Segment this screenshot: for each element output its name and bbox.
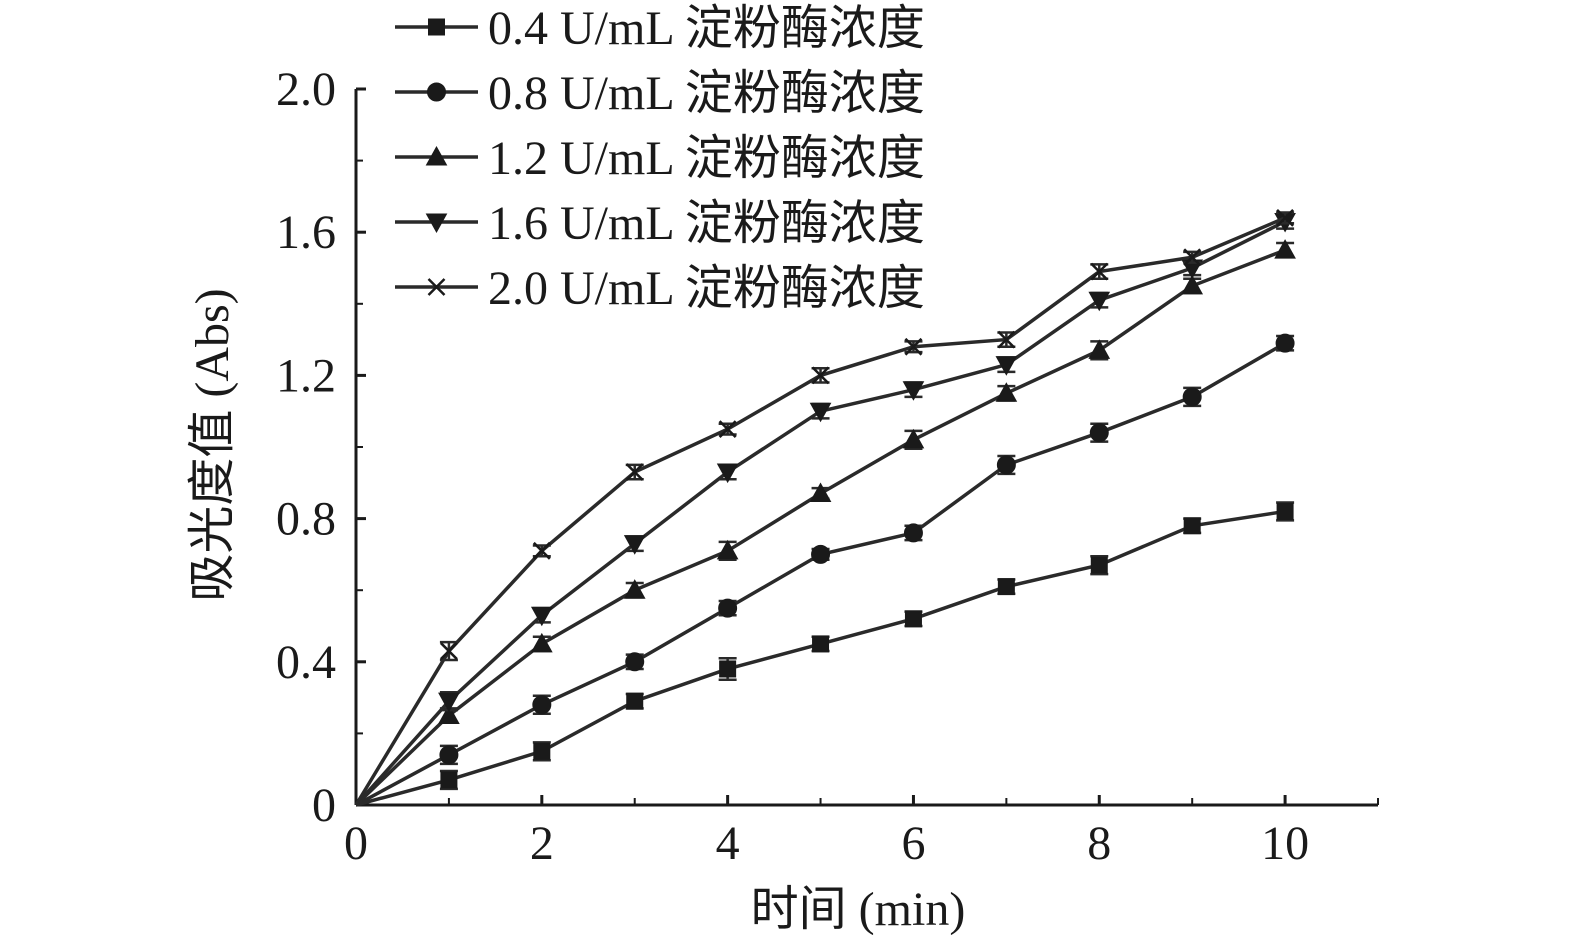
- series-3: [354, 239, 1296, 807]
- legend: 0.4 U/mL 淀粉酶浓度 0.8 U/mL 淀粉酶浓度 1.2 U/mL 淀粉酶…: [395, 2, 925, 315]
- data-point: [1181, 274, 1204, 295]
- data-point: [718, 598, 738, 618]
- data-point: [716, 539, 739, 560]
- data-point: [997, 578, 1015, 596]
- data-point: [719, 660, 737, 678]
- data-point: [1274, 239, 1296, 259]
- series-2: [355, 333, 1295, 807]
- x-tick-label: 8: [1087, 817, 1111, 870]
- data-point: [1090, 556, 1108, 574]
- data-point: [1182, 387, 1202, 407]
- y-tick-label: 0.8: [276, 493, 336, 546]
- series-5: [354, 208, 1295, 806]
- data-point: [1090, 262, 1109, 281]
- data-point: [812, 635, 830, 653]
- data-point: [532, 541, 551, 560]
- data-point: [1089, 423, 1109, 443]
- data-point: [625, 463, 644, 481]
- x-tick-label: 6: [901, 817, 925, 870]
- legend-label: 1.2 U/mL 淀粉酶浓度: [488, 132, 925, 185]
- y-tick-label: 0.4: [276, 636, 336, 689]
- data-point: [1088, 291, 1111, 312]
- data-point: [718, 420, 737, 438]
- data-point: [440, 771, 458, 789]
- legend-marker: [425, 145, 448, 166]
- data-point: [626, 692, 644, 710]
- data-point: [533, 742, 551, 760]
- y-tick-label: 0: [312, 779, 336, 832]
- legend-marker: [427, 82, 446, 102]
- y-axis-title: 吸光度值 (Abs): [186, 288, 239, 601]
- series-4: [354, 212, 1296, 807]
- data-point: [439, 745, 459, 765]
- y-tick-label: 2.0: [276, 63, 336, 116]
- x-tick-label: 10: [1261, 817, 1309, 870]
- y-tick-label: 1.6: [276, 206, 336, 259]
- data-point: [530, 632, 553, 653]
- x-tick-label: 4: [716, 817, 740, 870]
- data-point: [996, 455, 1016, 475]
- legend-label: 2.0 U/mL 淀粉酶浓度: [488, 262, 925, 315]
- data-point: [902, 381, 925, 401]
- data-point: [811, 366, 830, 385]
- legend-marker: [428, 18, 445, 36]
- legend-item: 1.2 U/mL 淀粉酶浓度: [395, 132, 925, 185]
- data-point: [809, 482, 832, 503]
- x-tick-label: 0: [344, 817, 368, 870]
- data-point: [997, 330, 1016, 349]
- series-1: [355, 501, 1295, 807]
- legend-item: 0.8 U/mL 淀粉酶浓度: [395, 67, 925, 120]
- y-axis-ticks: 0 0.4 0.8 1.2 1.6 2.0: [276, 63, 366, 832]
- legend-label: 0.4 U/mL 淀粉酶浓度: [488, 2, 925, 55]
- data-point: [1276, 208, 1294, 227]
- legend-marker: [425, 213, 448, 234]
- data-point: [809, 402, 832, 423]
- x-axis-ticks: 0 2 4 6 8 10: [344, 795, 1379, 870]
- data-point: [625, 652, 645, 672]
- data-point: [438, 692, 460, 713]
- data-point: [995, 356, 1018, 376]
- data-point: [902, 428, 925, 449]
- data-point: [995, 382, 1018, 402]
- data-point: [530, 606, 553, 627]
- data-point: [811, 544, 831, 564]
- legend-item: 0.4 U/mL 淀粉酶浓度: [395, 2, 925, 55]
- legend-item: 2.0 U/mL 淀粉酶浓度: [395, 262, 925, 315]
- data-point: [438, 704, 460, 724]
- data-point: [904, 610, 922, 628]
- data-point: [532, 695, 552, 715]
- legend-marker: [427, 278, 446, 296]
- data-point: [903, 523, 923, 543]
- data-point: [440, 642, 458, 660]
- y-tick-label: 1.2: [276, 349, 336, 402]
- x-tick-label: 2: [530, 817, 554, 870]
- data-point: [1088, 339, 1111, 359]
- data-point: [1183, 248, 1202, 267]
- legend-item: 1.6 U/mL 淀粉酶浓度: [395, 197, 925, 250]
- series-layer: [354, 208, 1296, 807]
- data-point: [1276, 502, 1294, 520]
- data-point: [716, 463, 739, 484]
- data-point: [904, 337, 923, 356]
- data-point: [1183, 517, 1201, 535]
- series-line: [354, 248, 1286, 807]
- legend-label: 1.6 U/mL 淀粉酶浓度: [488, 197, 925, 250]
- x-axis-title: 时间 (min): [751, 883, 966, 936]
- legend-label: 0.8 U/mL 淀粉酶浓度: [488, 67, 925, 120]
- data-point: [623, 535, 646, 555]
- data-point: [623, 579, 646, 599]
- data-point: [1275, 333, 1295, 353]
